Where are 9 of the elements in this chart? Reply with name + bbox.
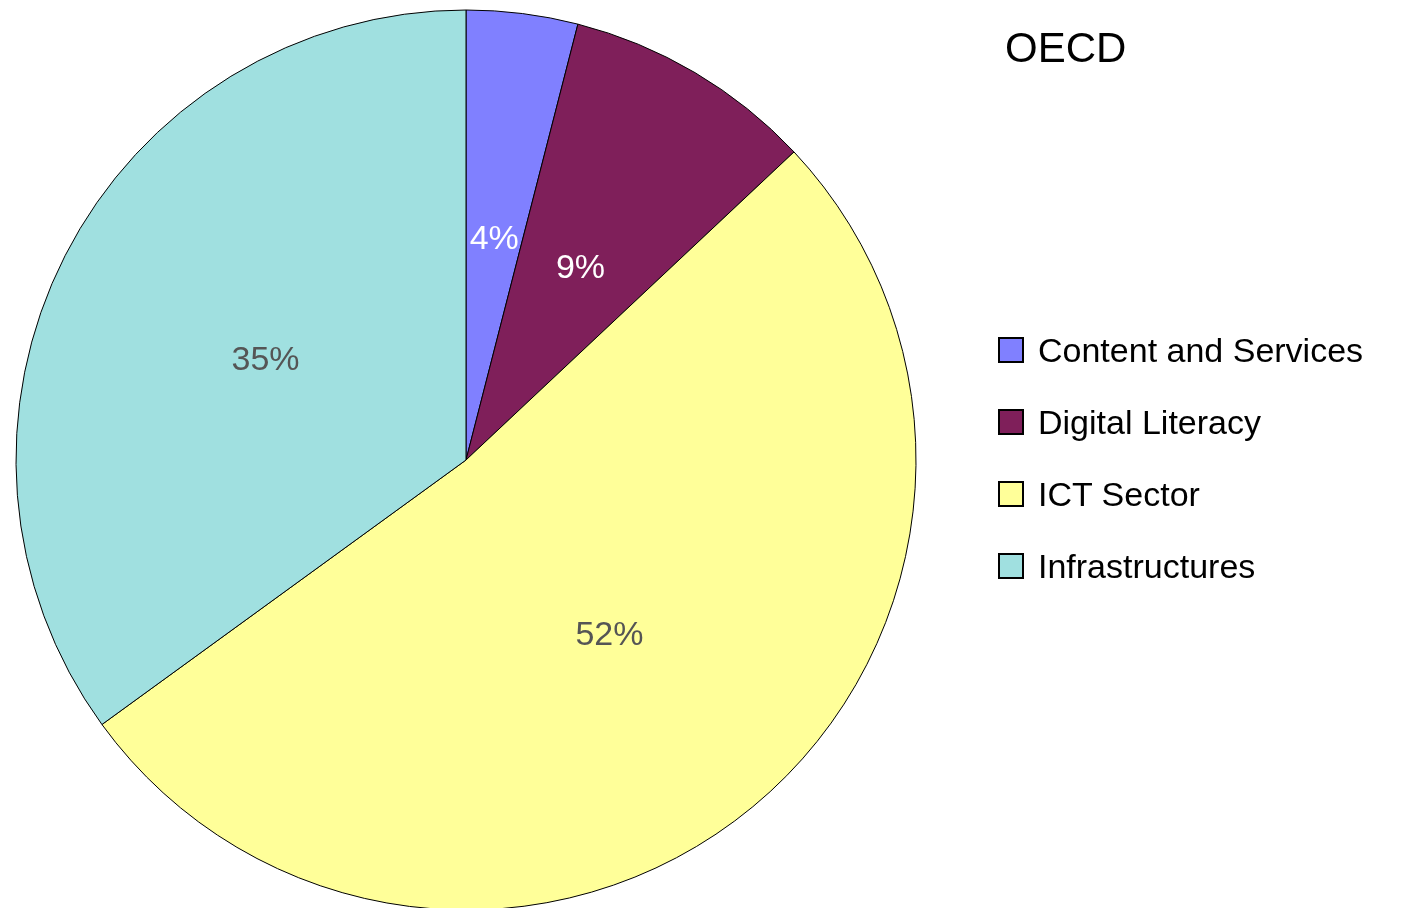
legend-label: Content and Services: [1038, 330, 1364, 370]
chart-title: OECD: [1005, 24, 1127, 72]
data-label: 9%: [555, 247, 606, 286]
data-label: 4%: [469, 217, 519, 256]
data-label: 35%: [231, 338, 300, 377]
legend-label: ICT Sector: [1038, 474, 1200, 514]
data-label: 52%: [575, 614, 644, 653]
legend-label: Infrastructures: [1038, 546, 1256, 586]
legend-label: Digital Literacy: [1038, 402, 1261, 442]
